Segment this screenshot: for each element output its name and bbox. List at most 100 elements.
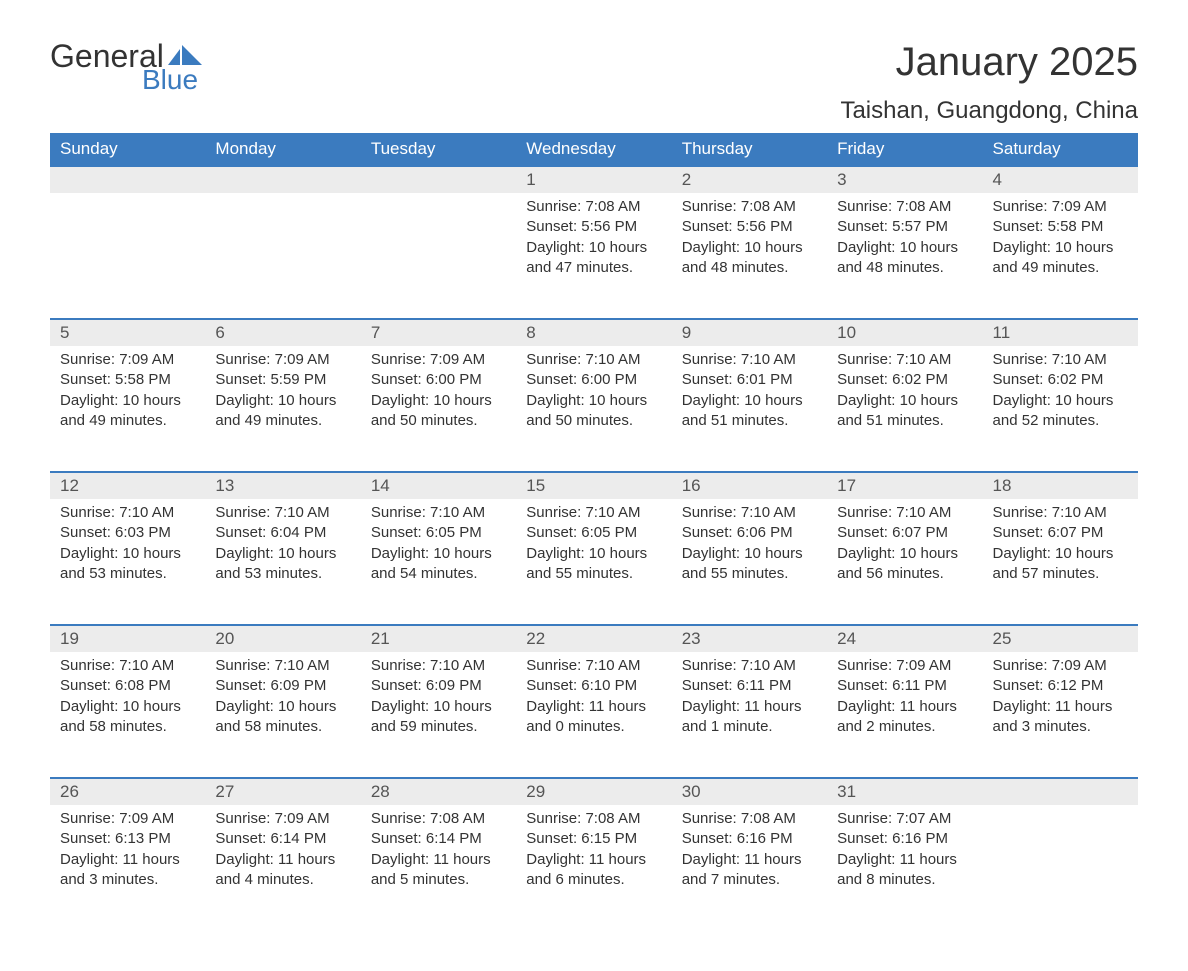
header: General Blue January 2025 Taishan, Guang… [50,40,1138,125]
daylight-text: and 50 minutes. [526,411,661,431]
day-number [361,167,516,193]
daylight-text: and 3 minutes. [993,717,1128,737]
daylight-text: Daylight: 11 hours [60,850,195,870]
weekday-header: Monday [205,133,360,166]
daylight-text: and 1 minute. [682,717,817,737]
daylight-text: and 53 minutes. [215,564,350,584]
daylight-text: and 53 minutes. [60,564,195,584]
day-cell: Sunrise: 7:08 AMSunset: 5:57 PMDaylight:… [827,193,982,319]
day-number: 1 [516,167,671,193]
sunset-text: Sunset: 6:09 PM [371,676,506,696]
daylight-text: Daylight: 11 hours [993,697,1128,717]
daylight-text: Daylight: 10 hours [371,697,506,717]
sunrise-text: Sunrise: 7:08 AM [526,197,661,217]
calendar-header-row: SundayMondayTuesdayWednesdayThursdayFrid… [50,133,1138,166]
sunset-text: Sunset: 5:58 PM [993,217,1128,237]
daylight-text: Daylight: 10 hours [526,391,661,411]
day-cell: Sunrise: 7:10 AMSunset: 6:04 PMDaylight:… [205,499,360,625]
day-cell: Sunrise: 7:10 AMSunset: 6:02 PMDaylight:… [983,346,1138,472]
sunset-text: Sunset: 6:16 PM [837,829,972,849]
sunset-text: Sunset: 6:05 PM [526,523,661,543]
sunrise-text: Sunrise: 7:09 AM [60,809,195,829]
day-cell: Sunrise: 7:08 AMSunset: 5:56 PMDaylight:… [516,193,671,319]
sunset-text: Sunset: 6:15 PM [526,829,661,849]
sunrise-text: Sunrise: 7:10 AM [215,503,350,523]
day-cell: Sunrise: 7:10 AMSunset: 6:07 PMDaylight:… [983,499,1138,625]
daylight-text: Daylight: 11 hours [526,850,661,870]
daylight-text: Daylight: 10 hours [993,391,1128,411]
day-cell: Sunrise: 7:10 AMSunset: 6:09 PMDaylight:… [205,652,360,778]
sunset-text: Sunset: 6:00 PM [371,370,506,390]
day-number [50,167,205,193]
weekday-header: Tuesday [361,133,516,166]
day-cell: Sunrise: 7:09 AMSunset: 6:00 PMDaylight:… [361,346,516,472]
sunset-text: Sunset: 6:08 PM [60,676,195,696]
daylight-text: and 57 minutes. [993,564,1128,584]
daylight-text: and 8 minutes. [837,870,972,890]
daylight-text: and 51 minutes. [682,411,817,431]
day-cell: Sunrise: 7:10 AMSunset: 6:03 PMDaylight:… [50,499,205,625]
sunset-text: Sunset: 6:09 PM [215,676,350,696]
day-cell: Sunrise: 7:10 AMSunset: 6:05 PMDaylight:… [516,499,671,625]
daylight-text: and 56 minutes. [837,564,972,584]
sunset-text: Sunset: 5:57 PM [837,217,972,237]
daylight-text: Daylight: 11 hours [837,850,972,870]
sunset-text: Sunset: 6:16 PM [682,829,817,849]
daylight-text: and 3 minutes. [60,870,195,890]
day-cell: Sunrise: 7:10 AMSunset: 6:07 PMDaylight:… [827,499,982,625]
sunrise-text: Sunrise: 7:09 AM [215,350,350,370]
page-title: January 2025 [840,40,1138,85]
day-number: 29 [516,779,671,805]
sunrise-text: Sunrise: 7:10 AM [682,350,817,370]
sunset-text: Sunset: 6:06 PM [682,523,817,543]
daylight-text: and 6 minutes. [526,870,661,890]
day-cell: Sunrise: 7:10 AMSunset: 6:00 PMDaylight:… [516,346,671,472]
sunset-text: Sunset: 6:04 PM [215,523,350,543]
daylight-text: Daylight: 10 hours [215,544,350,564]
day-number: 21 [361,626,516,652]
day-cell [205,193,360,319]
day-cell [50,193,205,319]
daylight-text: and 51 minutes. [837,411,972,431]
day-cell: Sunrise: 7:10 AMSunset: 6:05 PMDaylight:… [361,499,516,625]
sunset-text: Sunset: 6:03 PM [60,523,195,543]
sunrise-text: Sunrise: 7:10 AM [993,350,1128,370]
sunrise-text: Sunrise: 7:09 AM [993,656,1128,676]
daylight-text: and 48 minutes. [682,258,817,278]
weekday-header: Saturday [983,133,1138,166]
day-cell: Sunrise: 7:09 AMSunset: 6:13 PMDaylight:… [50,805,205,931]
sunset-text: Sunset: 5:56 PM [526,217,661,237]
sunrise-text: Sunrise: 7:10 AM [371,656,506,676]
sunrise-text: Sunrise: 7:10 AM [682,656,817,676]
day-number: 4 [983,167,1138,193]
day-cell: Sunrise: 7:10 AMSunset: 6:06 PMDaylight:… [672,499,827,625]
day-number: 10 [827,320,982,346]
sunset-text: Sunset: 6:07 PM [993,523,1128,543]
day-number: 22 [516,626,671,652]
day-cell: Sunrise: 7:10 AMSunset: 6:02 PMDaylight:… [827,346,982,472]
weekday-header: Wednesday [516,133,671,166]
day-number: 6 [205,320,360,346]
sunrise-text: Sunrise: 7:09 AM [371,350,506,370]
daylight-text: Daylight: 10 hours [371,544,506,564]
daylight-text: and 50 minutes. [371,411,506,431]
sunrise-text: Sunrise: 7:08 AM [526,809,661,829]
day-number: 3 [827,167,982,193]
day-number: 25 [983,626,1138,652]
daylight-text: Daylight: 10 hours [837,238,972,258]
weekday-header: Friday [827,133,982,166]
daylight-text: and 47 minutes. [526,258,661,278]
sunset-text: Sunset: 5:59 PM [215,370,350,390]
sunset-text: Sunset: 6:11 PM [682,676,817,696]
sunrise-text: Sunrise: 7:10 AM [682,503,817,523]
daylight-text: Daylight: 11 hours [215,850,350,870]
day-number: 15 [516,473,671,499]
day-number: 19 [50,626,205,652]
sunrise-text: Sunrise: 7:08 AM [682,197,817,217]
sunrise-text: Sunrise: 7:10 AM [837,503,972,523]
daylight-text: Daylight: 10 hours [60,697,195,717]
daylight-text: Daylight: 10 hours [215,697,350,717]
sunrise-text: Sunrise: 7:08 AM [682,809,817,829]
daylight-text: and 54 minutes. [371,564,506,584]
daylight-text: and 7 minutes. [682,870,817,890]
